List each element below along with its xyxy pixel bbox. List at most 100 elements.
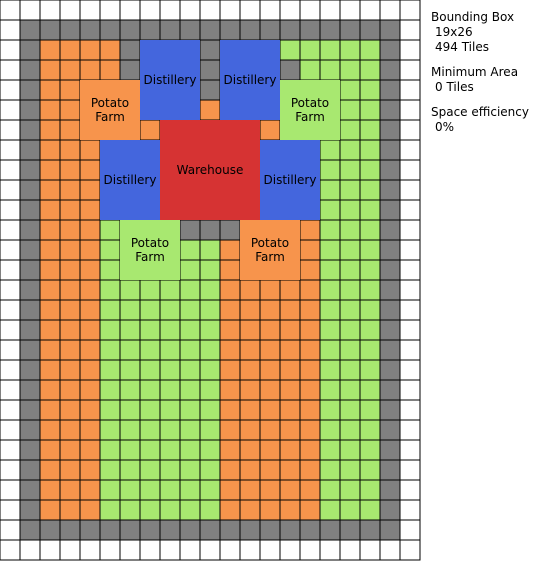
- tile[interactable]: [99, 0, 121, 21]
- tile[interactable]: [99, 39, 121, 61]
- tile[interactable]: [379, 319, 401, 341]
- tile[interactable]: [399, 179, 421, 201]
- tile[interactable]: [279, 39, 301, 61]
- tile[interactable]: [119, 419, 141, 441]
- tile[interactable]: [0, 359, 21, 381]
- tile[interactable]: [319, 519, 341, 541]
- tile[interactable]: [279, 319, 301, 341]
- tile[interactable]: [299, 319, 321, 341]
- tile[interactable]: [339, 119, 361, 141]
- tile[interactable]: [119, 39, 141, 61]
- building-distillery[interactable]: Distillery: [100, 140, 160, 220]
- tile[interactable]: [0, 419, 21, 441]
- tile[interactable]: [319, 39, 341, 61]
- tile[interactable]: [259, 539, 281, 561]
- tile[interactable]: [339, 79, 361, 101]
- tile[interactable]: [39, 299, 61, 321]
- tile[interactable]: [19, 0, 41, 21]
- tile[interactable]: [119, 19, 141, 41]
- tile[interactable]: [339, 59, 361, 81]
- tile[interactable]: [39, 79, 61, 101]
- tile[interactable]: [179, 539, 201, 561]
- tile[interactable]: [339, 0, 361, 21]
- tile[interactable]: [359, 139, 381, 161]
- tile[interactable]: [19, 319, 41, 341]
- tile[interactable]: [399, 19, 421, 41]
- tile[interactable]: [359, 319, 381, 341]
- tile[interactable]: [299, 359, 321, 381]
- tile[interactable]: [19, 519, 41, 541]
- tile[interactable]: [39, 39, 61, 61]
- tile[interactable]: [159, 539, 181, 561]
- tile[interactable]: [399, 499, 421, 521]
- tile[interactable]: [319, 139, 341, 161]
- tile[interactable]: [139, 539, 161, 561]
- tile[interactable]: [219, 319, 241, 341]
- tile[interactable]: [119, 299, 141, 321]
- tile[interactable]: [399, 319, 421, 341]
- tile[interactable]: [399, 139, 421, 161]
- tile[interactable]: [399, 279, 421, 301]
- tile[interactable]: [359, 519, 381, 541]
- tile[interactable]: [339, 459, 361, 481]
- tile[interactable]: [299, 59, 321, 81]
- tile[interactable]: [59, 199, 81, 221]
- tile[interactable]: [159, 459, 181, 481]
- tile[interactable]: [219, 519, 241, 541]
- tile[interactable]: [39, 19, 61, 41]
- tile[interactable]: [259, 479, 281, 501]
- tile[interactable]: [359, 499, 381, 521]
- tile[interactable]: [379, 419, 401, 441]
- tile[interactable]: [219, 539, 241, 561]
- tile[interactable]: [39, 279, 61, 301]
- tile[interactable]: [359, 99, 381, 121]
- tile[interactable]: [339, 439, 361, 461]
- tile[interactable]: [0, 499, 21, 521]
- tile[interactable]: [99, 419, 121, 441]
- tile[interactable]: [119, 519, 141, 541]
- tile[interactable]: [399, 419, 421, 441]
- tile[interactable]: [239, 539, 261, 561]
- tile[interactable]: [79, 39, 101, 61]
- tile[interactable]: [359, 19, 381, 41]
- tile[interactable]: [259, 0, 281, 21]
- tile[interactable]: [259, 119, 281, 141]
- tile[interactable]: [319, 219, 341, 241]
- tile[interactable]: [199, 339, 221, 361]
- tile[interactable]: [399, 259, 421, 281]
- tile[interactable]: [379, 59, 401, 81]
- tile[interactable]: [119, 539, 141, 561]
- tile[interactable]: [279, 459, 301, 481]
- tile[interactable]: [19, 419, 41, 441]
- tile[interactable]: [79, 239, 101, 261]
- tile[interactable]: [59, 59, 81, 81]
- tile[interactable]: [159, 379, 181, 401]
- tile[interactable]: [39, 239, 61, 261]
- tile[interactable]: [139, 419, 161, 441]
- tile[interactable]: [299, 0, 321, 21]
- tile[interactable]: [399, 299, 421, 321]
- tile[interactable]: [0, 439, 21, 461]
- tile[interactable]: [0, 299, 21, 321]
- tile[interactable]: [79, 159, 101, 181]
- tile[interactable]: [259, 519, 281, 541]
- tile[interactable]: [239, 519, 261, 541]
- tile[interactable]: [239, 479, 261, 501]
- tile[interactable]: [39, 379, 61, 401]
- building-distillery[interactable]: Distillery: [220, 40, 280, 120]
- tile[interactable]: [359, 339, 381, 361]
- tile[interactable]: [279, 339, 301, 361]
- tile[interactable]: [79, 179, 101, 201]
- tile[interactable]: [179, 339, 201, 361]
- tile[interactable]: [299, 479, 321, 501]
- tile[interactable]: [119, 459, 141, 481]
- tile[interactable]: [19, 239, 41, 261]
- tile[interactable]: [179, 399, 201, 421]
- tile[interactable]: [0, 459, 21, 481]
- tile[interactable]: [219, 279, 241, 301]
- tile[interactable]: [379, 39, 401, 61]
- tile[interactable]: [199, 439, 221, 461]
- tile[interactable]: [0, 59, 21, 81]
- tile[interactable]: [339, 239, 361, 261]
